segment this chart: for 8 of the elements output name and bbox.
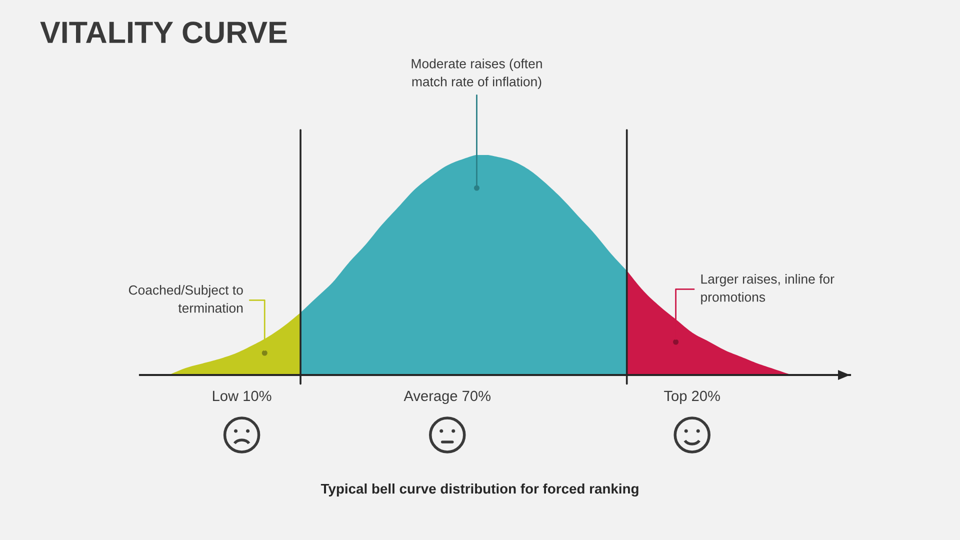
series-label: Top 20% (664, 390, 720, 404)
text: Moderate raises (often match rate of inflation) (412, 58, 542, 89)
annotation: Larger raises, inline for promotions (701, 274, 834, 304)
series-label: Average 70% (404, 390, 491, 404)
chart-title: VITALITY CURVE (40, 22, 287, 44)
text: Typical bell curve distribution for forced ranking (320, 483, 638, 497)
series-label: Low 10% (212, 390, 272, 402)
annotation: Coached/Subject to termination (128, 285, 243, 313)
